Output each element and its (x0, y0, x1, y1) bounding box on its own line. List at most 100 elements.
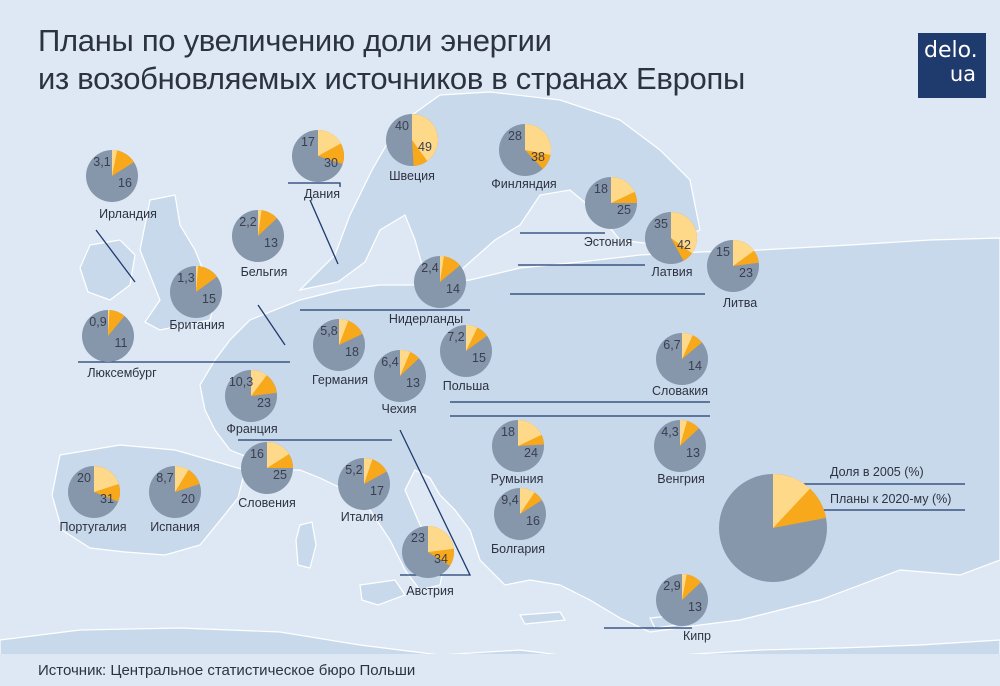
value-2005: 2,9 (663, 579, 680, 593)
country-name: Дания (304, 187, 340, 201)
value-2020: 16 (118, 176, 132, 190)
value-2005: 28 (508, 129, 522, 143)
land-sardinia (295, 521, 317, 569)
value-2005: 17 (301, 135, 315, 149)
pie-slice-share-2005 (112, 150, 118, 176)
legend-label-2020: Планы к 2020-му (%) (830, 492, 951, 506)
value-2020: 34 (434, 552, 448, 566)
value-2005: 16 (250, 447, 264, 461)
value-2020: 15 (202, 292, 216, 306)
country-name: Швеция (389, 169, 435, 183)
country-name: Кипр (683, 629, 711, 643)
country-name: Латвия (652, 265, 693, 279)
pie-slice-share-2005 (175, 465, 189, 492)
leader-line-denmark-jutland (309, 199, 339, 265)
country-name: Британия (169, 318, 224, 332)
country-name: Болгария (491, 542, 545, 556)
pie-slice-share-2005 (428, 526, 454, 552)
country-pie-14: 6,7 14 Словакия (652, 333, 708, 398)
country-name: Румыния (491, 472, 544, 486)
country-name: Словения (238, 496, 296, 510)
country-name: Ирландия (99, 207, 157, 221)
value-2005: 18 (594, 182, 608, 196)
value-2020: 16 (526, 514, 540, 528)
country-name: Бельгия (241, 265, 288, 279)
logo: delo. ua (918, 33, 986, 98)
value-2020: 24 (524, 446, 538, 460)
pie-slice-share-2005 (412, 114, 438, 162)
page-title-line-1: Планы по увеличению доли энергии (38, 23, 552, 58)
pie-slice-plan-2020 (682, 574, 701, 600)
pie-slice-plan-2020 (108, 310, 125, 336)
pie-slice-share-2005 (525, 124, 552, 155)
logo-line-1: delo. (924, 38, 978, 63)
country-pie-15: 10,3 23 Франция (225, 370, 278, 436)
country-pies: 3,1 16 Ирландия 17 30 Дания 40 49 Швеция 28 38 Финл… (59, 113, 759, 643)
pie-slice-share-2005 (251, 370, 267, 396)
country-pie-1: 17 30 Дания (292, 130, 345, 201)
country-pie-21: 8,7 20 Испания (149, 465, 201, 534)
country-pie-22: 9,4 16 Болгария (491, 487, 546, 556)
country-name: Польша (443, 379, 489, 393)
country-pie-6: 35 42 Латвия (645, 212, 697, 279)
pie-slice-share-2005 (520, 487, 535, 514)
footer-bar (0, 654, 1000, 686)
country-name: Германия (312, 373, 368, 387)
value-2005: 2,2 (239, 215, 256, 229)
country-name: Чехия (381, 402, 416, 416)
country-pie-4: 2,2 13 Бельгия (232, 210, 287, 279)
value-2005: 2,4 (421, 261, 438, 275)
value-2020: 42 (677, 238, 691, 252)
country-pie-18: 16 25 Словения (238, 442, 296, 510)
pie-slice-share-2005 (318, 130, 341, 156)
value-2020: 17 (370, 484, 384, 498)
value-2020: 31 (100, 492, 114, 506)
value-2005: 5,8 (320, 324, 337, 338)
pie-slice-share-2005 (611, 176, 635, 203)
value-2020: 38 (531, 150, 545, 164)
value-2005: 1,3 (177, 271, 194, 285)
pie-slice-share-2005 (733, 240, 755, 266)
value-2005: 7,2 (447, 330, 464, 344)
value-2005: 6,4 (381, 355, 398, 369)
value-2005: 15 (716, 245, 730, 259)
legend-pie (719, 474, 827, 582)
country-pie-10: 0,9 11 Люксембург (82, 310, 157, 380)
pie-slice-share-2005 (94, 466, 119, 492)
pie-slice-plan-2020 (112, 150, 134, 176)
pie-slice-share-2005 (671, 212, 697, 254)
value-2005: 6,7 (663, 338, 680, 352)
land-ireland (79, 239, 136, 301)
country-name: Финляндия (491, 177, 556, 191)
value-2005: 9,4 (501, 493, 518, 507)
pie-slice-plan-2020 (258, 210, 277, 236)
value-2005: 23 (411, 531, 425, 545)
country-pie-17: 4,3 13 Венгрия (654, 420, 706, 486)
value-2005: 20 (77, 471, 91, 485)
value-2005: 35 (654, 217, 668, 231)
value-2005: 40 (395, 119, 409, 133)
country-pie-24: 2,9 13 Кипр (656, 574, 711, 643)
value-2005: 4,3 (661, 425, 678, 439)
country-pie-8: 2,4 14 Нидерланды (389, 256, 466, 326)
country-pie-16: 18 24 Румыния (491, 420, 544, 486)
country-pie-2: 40 49 Швеция (386, 113, 439, 183)
value-2020: 20 (181, 492, 195, 506)
country-pie-23: 23 34 Австрия (402, 526, 454, 598)
country-name: Испания (150, 520, 200, 534)
value-2020: 25 (617, 203, 631, 217)
value-2005: 5,2 (345, 463, 362, 477)
legend-slice-share-2005 (773, 474, 810, 528)
country-name: Италия (341, 510, 384, 524)
leader-line-belgium (257, 304, 286, 346)
country-pie-5: 18 25 Эстония (584, 176, 637, 249)
pie-slice-share-2005 (440, 256, 444, 282)
pie-slice-share-2005 (108, 310, 110, 336)
value-2020: 13 (264, 236, 278, 250)
pie-slice-share-2005 (196, 266, 199, 292)
country-name: Венгрия (657, 472, 704, 486)
leader-line-ireland (95, 229, 136, 283)
value-2020: 18 (345, 345, 359, 359)
value-2020: 13 (406, 376, 420, 390)
